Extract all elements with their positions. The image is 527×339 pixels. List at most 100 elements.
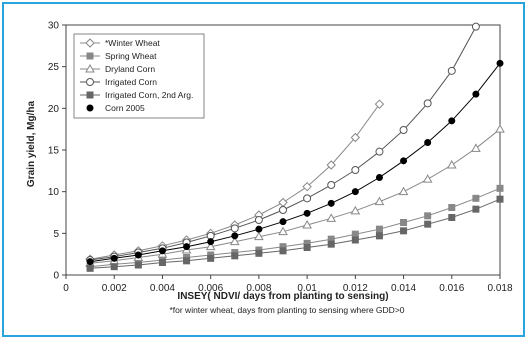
- data-point: [375, 147, 384, 156]
- data-point: [303, 194, 312, 203]
- legend-item: *Winter Wheat: [80, 38, 160, 48]
- data-point: [326, 160, 336, 170]
- data-point: [134, 261, 142, 269]
- legend: *Winter Wheat Spring Wheat Dryland Corn Irr…: [73, 33, 205, 119]
- data-point: [86, 258, 94, 266]
- data-point: [327, 181, 336, 189]
- x-tick-label: 0.002: [102, 283, 127, 294]
- data-point: [398, 186, 409, 196]
- series-1: [86, 184, 504, 271]
- data-point: [279, 218, 287, 226]
- x-tick-label: 0: [63, 283, 69, 294]
- data-point: [495, 124, 505, 133]
- data-point: [351, 166, 360, 174]
- x-tick-label: 0.006: [198, 283, 223, 294]
- legend-box: [73, 33, 205, 119]
- data-point: [158, 259, 166, 266]
- data-point: [424, 139, 432, 146]
- data-point: [446, 159, 457, 169]
- footnote: *for winter wheat, days from planting to…: [169, 305, 404, 315]
- data-point: [472, 90, 480, 98]
- data-point: [158, 247, 166, 255]
- y-tick-label: 0: [53, 271, 59, 282]
- data-point: [110, 263, 118, 271]
- data-point: [254, 216, 263, 224]
- legend-label: Corn 2005: [105, 103, 145, 113]
- legend-item: Irrigated Corn, 2nd Arg.: [80, 90, 193, 100]
- data-point: [279, 247, 287, 255]
- data-point: [254, 231, 264, 241]
- data-point: [399, 126, 408, 134]
- y-tick-label: 30: [48, 21, 60, 32]
- data-point: [447, 66, 456, 75]
- legend-marker: [86, 78, 94, 86]
- data-point: [422, 174, 433, 183]
- data-point: [424, 220, 432, 228]
- x-tick-label: 0.016: [439, 283, 464, 294]
- data-point: [207, 254, 215, 262]
- data-point: [278, 197, 288, 208]
- series-line: [90, 128, 501, 264]
- data-point: [424, 212, 432, 220]
- data-point: [471, 143, 481, 152]
- data-point: [472, 194, 480, 202]
- x-tick-label: 0.018: [487, 283, 512, 294]
- legend-item: Irrigated Corn: [80, 77, 157, 87]
- data-point: [327, 240, 335, 248]
- data-point: [205, 241, 216, 251]
- data-point: [255, 225, 263, 233]
- series-line: [90, 187, 501, 268]
- data-point: [351, 230, 359, 238]
- data-point: [448, 117, 456, 125]
- data-point: [279, 206, 287, 214]
- data-point: [326, 213, 337, 222]
- series-line: [90, 62, 501, 263]
- data-point: [110, 254, 118, 262]
- y-tick-label: 15: [48, 146, 60, 157]
- x-tick-label: 0.012: [343, 283, 368, 294]
- data-point: [375, 174, 383, 181]
- legend-label: Spring Wheat: [105, 51, 157, 61]
- legend-marker: [85, 38, 95, 48]
- legend-item: Dryland Corn: [80, 63, 155, 74]
- data-point: [351, 236, 359, 244]
- data-point: [278, 226, 288, 236]
- legend-marker: [86, 91, 94, 99]
- data-point: [350, 132, 361, 143]
- legend-label: Irrigated Corn, 2nd Arg.: [105, 90, 193, 100]
- legend-item: Spring Wheat: [80, 51, 157, 61]
- y-tick-label: 20: [48, 104, 60, 115]
- data-point: [496, 59, 504, 67]
- data-point: [375, 232, 383, 240]
- data-point: [183, 257, 191, 265]
- data-point: [302, 181, 312, 192]
- data-point: [374, 196, 385, 206]
- data-point: [327, 199, 335, 207]
- x-tick-label: 0.014: [391, 283, 416, 294]
- data-point: [350, 205, 361, 215]
- data-point: [229, 236, 240, 246]
- series-line: [90, 198, 501, 269]
- data-point: [448, 214, 456, 221]
- y-tick-label: 5: [53, 229, 59, 240]
- data-point: [448, 204, 456, 211]
- data-point: [303, 209, 311, 217]
- data-point: [231, 232, 239, 240]
- data-point: [302, 219, 312, 229]
- data-point: [86, 264, 94, 272]
- data-point: [183, 243, 191, 251]
- legend-marker: [85, 63, 95, 73]
- series-5: [86, 59, 504, 266]
- series-4: [86, 195, 504, 272]
- legend-marker: [86, 104, 94, 112]
- data-point: [375, 225, 383, 233]
- data-point: [496, 195, 504, 203]
- data-point: [471, 22, 480, 31]
- data-point: [351, 188, 359, 196]
- y-tick-label: 25: [48, 62, 60, 73]
- data-point: [134, 251, 142, 259]
- data-point: [496, 184, 504, 192]
- x-tick-label: 0.01: [297, 283, 317, 294]
- data-point: [400, 227, 408, 235]
